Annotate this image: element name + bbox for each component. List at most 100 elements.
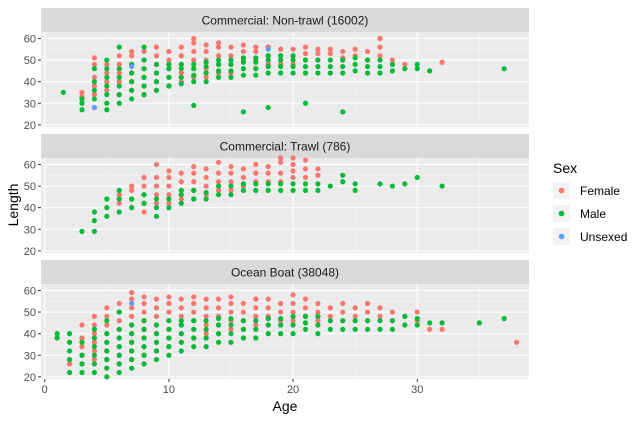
data-point-female: [352, 305, 358, 311]
data-point-male: [228, 322, 234, 328]
data-point-female: [290, 168, 296, 174]
data-point-female: [290, 292, 296, 298]
data-point-male: [414, 66, 420, 72]
data-point-female: [191, 48, 197, 55]
data-point-female: [327, 46, 333, 52]
data-point-male: [79, 96, 85, 102]
data-point-female: [203, 166, 209, 172]
data-point-female: [116, 53, 122, 59]
data-point-male: [228, 68, 234, 74]
x-axis-title: Age: [273, 398, 298, 414]
data-point-female: [129, 313, 135, 319]
data-point-female: [191, 300, 197, 307]
data-point-male: [166, 66, 172, 72]
data-point-female: [215, 187, 222, 193]
data-point-female: [191, 170, 197, 176]
data-point-male: [178, 74, 184, 80]
data-point-male: [315, 63, 321, 70]
data-point-female: [116, 318, 122, 324]
panel-grid: [41, 158, 529, 253]
data-point-female: [178, 53, 184, 59]
data-point-female: [153, 305, 160, 311]
data-point-male: [191, 72, 197, 78]
data-point-female: [414, 309, 420, 315]
data-point-female: [104, 61, 110, 67]
data-point-male: [364, 63, 371, 70]
data-point-male: [302, 313, 309, 319]
data-point-male: [315, 57, 321, 63]
data-point-male: [178, 81, 184, 87]
data-point-female: [141, 174, 147, 181]
data-point-male: [377, 318, 383, 324]
data-point-female: [265, 296, 271, 302]
data-point-male: [414, 322, 420, 328]
data-point-male: [129, 87, 135, 93]
data-point-female: [228, 309, 234, 315]
data-point-female: [315, 300, 321, 307]
data-point-unsexed: [91, 104, 97, 111]
data-point-male: [166, 352, 172, 358]
data-point-male: [278, 315, 284, 322]
y-tick-label: 50: [24, 55, 36, 67]
data-point-male: [240, 335, 247, 341]
data-point-male: [91, 344, 97, 350]
data-point-male: [141, 335, 147, 341]
data-point-male: [327, 63, 333, 70]
data-point-male: [253, 59, 259, 65]
data-point-male: [253, 72, 259, 78]
data-point-male: [153, 213, 160, 219]
data-point-female: [315, 166, 321, 172]
data-point-female: [215, 305, 222, 311]
data-point-male: [340, 70, 346, 76]
data-point-male: [116, 352, 122, 358]
data-point-male: [315, 187, 321, 193]
data-point-female: [215, 159, 222, 165]
y-tick-label: 60: [24, 33, 36, 45]
data-point-male: [166, 335, 172, 341]
data-point-female: [191, 164, 197, 170]
data-point-male: [389, 318, 396, 324]
data-point-female: [178, 313, 184, 319]
data-point-female: [141, 294, 147, 300]
legend-key-male: [558, 210, 565, 217]
data-point-male: [377, 326, 383, 332]
panel-title: Commercial: Non-trawl (16002): [202, 14, 369, 28]
data-point-male: [265, 57, 271, 63]
data-point-male: [278, 70, 284, 76]
y-tick-label: 20: [24, 372, 36, 384]
data-point-male: [116, 92, 122, 98]
data-point-male: [265, 187, 271, 193]
data-point-female: [116, 300, 122, 307]
data-point-male: [178, 187, 184, 193]
data-point-female: [79, 335, 85, 341]
data-point-male: [129, 365, 135, 371]
data-point-female: [141, 300, 147, 307]
data-point-male: [377, 70, 383, 76]
data-point-female: [79, 344, 85, 350]
data-point-male: [191, 61, 197, 67]
data-point-male: [104, 66, 110, 72]
data-point-male: [352, 326, 358, 332]
data-point-male: [315, 331, 321, 337]
data-point-male: [141, 344, 147, 350]
data-point-female: [377, 305, 383, 311]
data-point-male: [340, 326, 346, 332]
data-point-male: [228, 57, 234, 63]
data-point-male: [414, 174, 420, 181]
data-point-male: [191, 335, 197, 341]
data-point-female: [228, 179, 234, 185]
data-point-female: [191, 40, 197, 46]
data-point-male: [340, 57, 346, 63]
data-point-female: [129, 53, 135, 59]
data-point-female: [278, 159, 284, 165]
data-point-male: [203, 70, 209, 76]
data-point-female: [402, 61, 408, 67]
panel-background: [41, 158, 529, 253]
data-point-female: [240, 42, 247, 48]
data-point-female: [203, 305, 209, 311]
data-point-male: [327, 57, 333, 63]
data-point-female: [203, 174, 209, 181]
data-point-female: [203, 296, 209, 302]
data-point-male: [104, 74, 110, 80]
data-point-male: [104, 100, 110, 106]
